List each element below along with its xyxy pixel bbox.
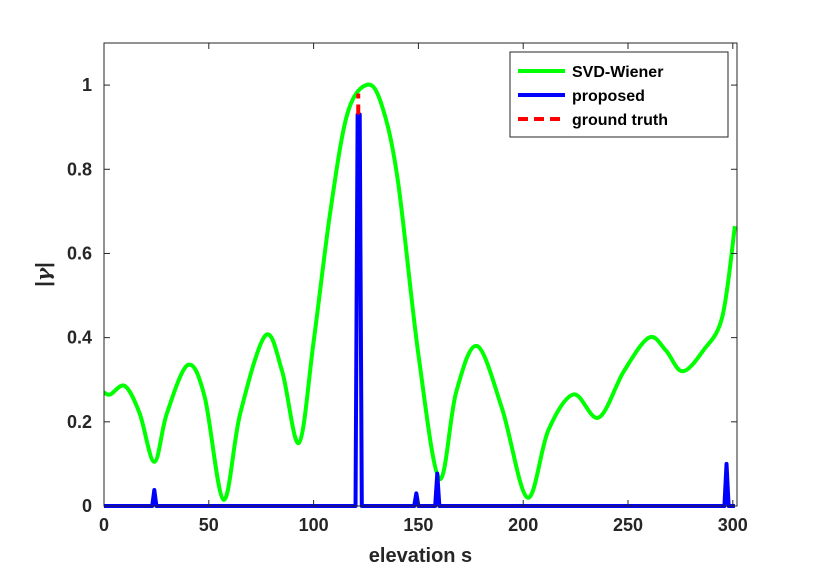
legend-label-svd-wiener: SVD-Wiener (572, 64, 663, 81)
x-tick-label: 150 (403, 515, 433, 535)
legend: SVD-Wiener proposed ground truth (509, 51, 729, 138)
axes-layer (103, 42, 738, 507)
y-axis-label-symbol: γ (31, 267, 55, 281)
series-layer (103, 82, 737, 508)
legend-label-ground-truth: ground truth (572, 112, 668, 129)
y-axis-label-prefix: | (33, 281, 55, 287)
y-axis-label: |γ| (31, 262, 55, 286)
x-tick-label: 200 (508, 515, 538, 535)
series-line-svd-wiener (103, 82, 737, 502)
y-tick-label: 0.6 (67, 243, 92, 263)
legend-label-proposed: proposed (572, 88, 645, 105)
x-tick-label: 250 (613, 515, 643, 535)
x-tick-label: 0 (99, 515, 109, 535)
y-tick-label: 0.4 (67, 328, 92, 348)
ticks-layer: 0 50 100 150 200 250 300 0 0.2 0.4 0.6 0.8 1 (67, 43, 748, 535)
y-axis-label-suffix: | (33, 262, 55, 268)
x-tick-label: 100 (299, 515, 329, 535)
y-tick-label: 0.8 (67, 159, 92, 179)
axes-box (103, 42, 738, 507)
y-tick-label: 0.2 (67, 412, 92, 432)
x-tick-label: 300 (718, 515, 748, 535)
y-tick-label: 1 (82, 75, 92, 95)
series-line-proposed (104, 112, 735, 508)
x-tick-label: 50 (199, 515, 219, 535)
y-tick-label: 0 (82, 496, 92, 516)
x-axis-label: elevation s (369, 545, 472, 567)
